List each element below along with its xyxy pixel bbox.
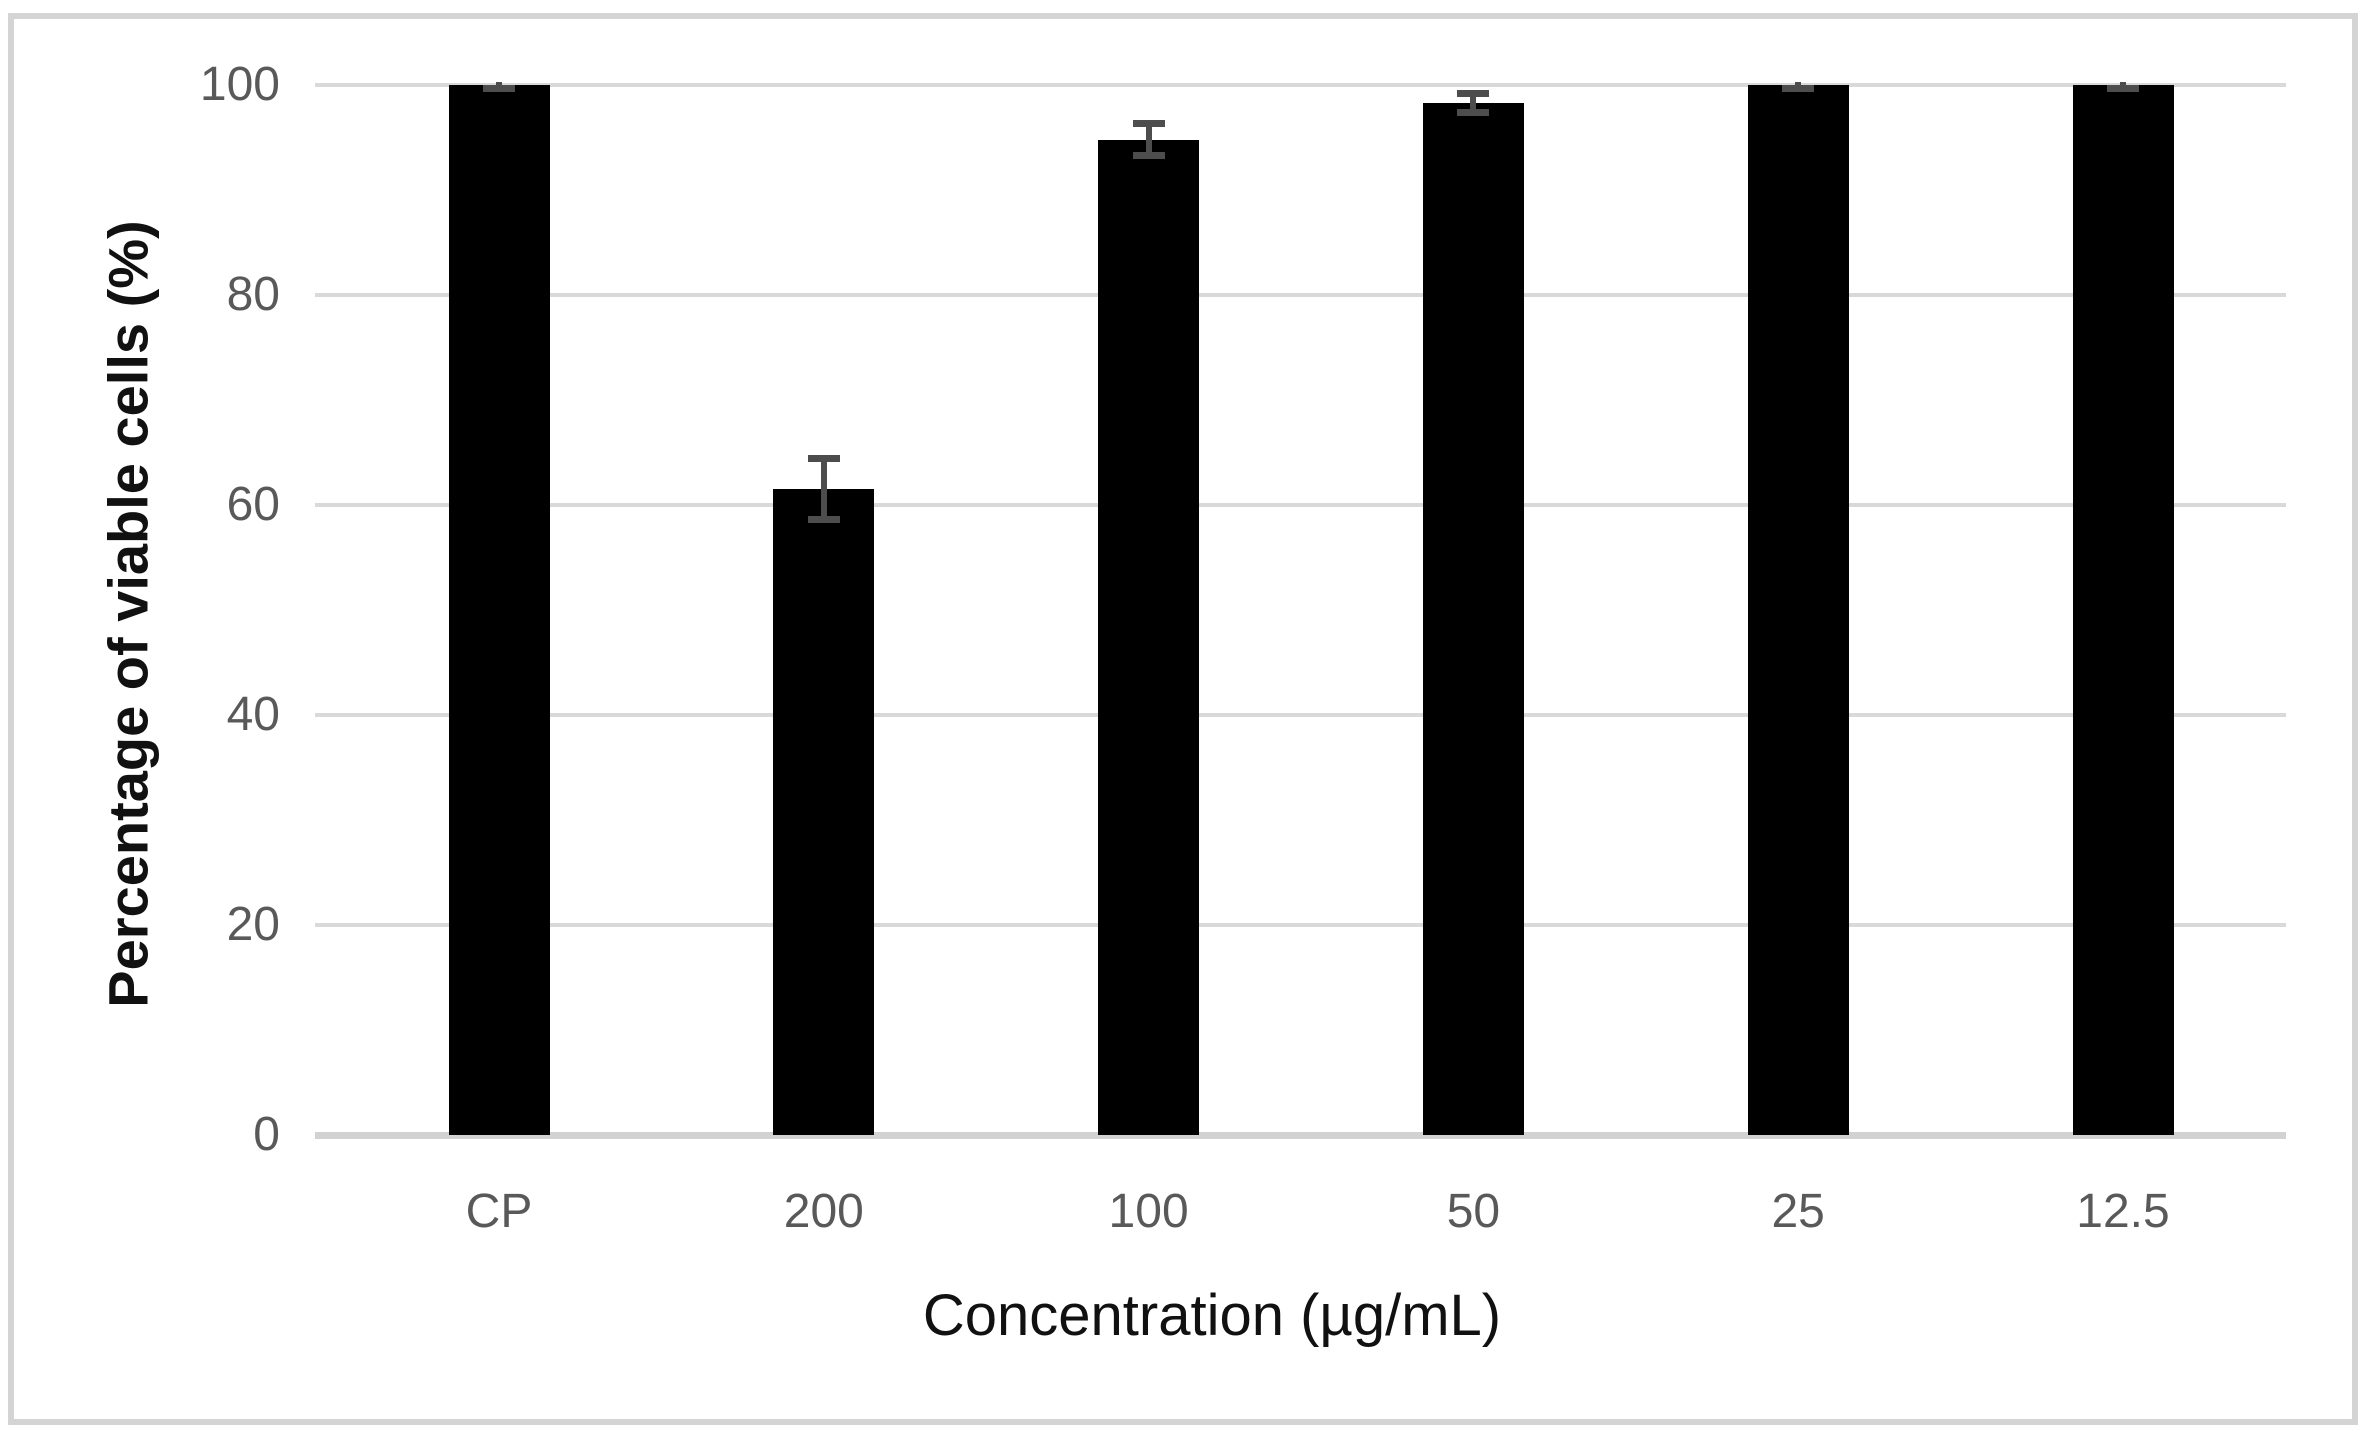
y-tick-label: 20 (226, 898, 280, 951)
x-axis-line (315, 1132, 2286, 1139)
error-bar-bottom-cap (483, 84, 515, 92)
error-bar-line (820, 458, 827, 520)
bar (1098, 139, 1200, 1135)
x-category-label: 25 (1771, 1185, 1825, 1238)
x-axis-title: Concentration (µg/mL) (922, 1283, 1502, 1348)
error-bar-top-cap (807, 455, 840, 463)
gridline (315, 503, 2286, 507)
x-category-label: 100 (1108, 1185, 1189, 1238)
bar (448, 85, 550, 1135)
y-axis-title: Percentage of viable cells (%) (96, 220, 160, 1008)
y-tick-label: 40 (226, 688, 280, 741)
bar (2072, 85, 2174, 1135)
x-category-label: 50 (1446, 1185, 1501, 1238)
gridline (315, 83, 2286, 87)
gridline (315, 293, 2286, 297)
error-bar-bottom-cap (807, 516, 840, 524)
error-bar-top-cap (1132, 120, 1165, 128)
error-bar-line (1470, 93, 1477, 113)
error-bar-bottom-cap (2107, 84, 2139, 92)
y-tick-label: 60 (226, 478, 280, 531)
x-category-label: CP (465, 1185, 533, 1238)
x-category-label: 200 (783, 1185, 864, 1238)
y-tick-label: 0 (253, 1108, 280, 1161)
x-category-label: 12.5 (2076, 1185, 2170, 1238)
error-bar-bottom-cap (1782, 84, 1815, 92)
error-bar-bottom-cap (1132, 151, 1165, 159)
gridline (315, 923, 2286, 927)
gridline (315, 713, 2286, 717)
y-tick-label: 80 (226, 268, 280, 321)
bar (773, 489, 875, 1135)
error-bar-line (1145, 123, 1152, 156)
bar (1422, 102, 1524, 1135)
bar (1747, 85, 1849, 1135)
y-tick-label: 100 (199, 58, 280, 111)
error-bar-bottom-cap (1457, 108, 1490, 116)
error-bar-top-cap (1457, 89, 1490, 97)
